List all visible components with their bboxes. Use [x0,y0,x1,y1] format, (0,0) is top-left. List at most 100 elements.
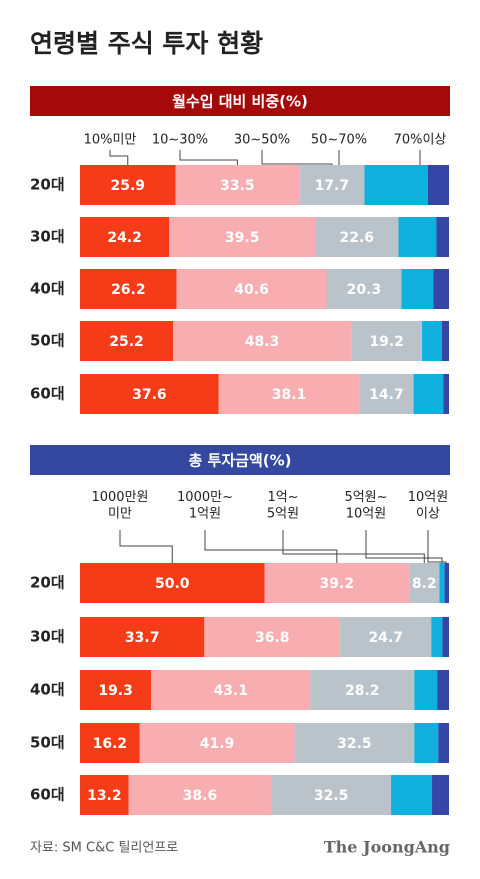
value-label: 37.6 [132,387,167,403]
legend-label: 1억~ 5억원 [267,490,299,521]
bar-segment [340,617,432,657]
bar-segment [80,723,140,763]
bar-segment [80,617,205,657]
bar-segment [427,165,449,205]
value-label: 24.2 [107,230,142,246]
bar-segment [413,374,444,414]
bar-segment [80,563,265,603]
bar-segment [436,217,449,257]
legend-leader [204,530,338,563]
bar-segment [401,269,434,309]
value-label: 19.2 [369,334,404,350]
bar-segment [218,374,360,414]
bar-segment [294,723,415,763]
value-label: 20.3 [347,282,382,298]
legend-leader [427,530,447,563]
legend-label: 1000만~ 1억원 [177,490,233,521]
legend-leader [261,150,333,165]
category-label: 40대 [30,681,65,699]
bar-segment [433,269,449,309]
source: 자료: SM C&C 틸리언프로 [30,841,178,856]
legend-leader [119,530,173,563]
bar-segment [326,269,402,309]
legend-label: 10억원 이상 [408,490,448,521]
bar-segment [409,563,440,603]
bar-segment [80,269,177,309]
legend-label: 5억원~ 10억원 [344,490,387,521]
value-label: 39.2 [320,576,355,592]
category-label: 40대 [30,280,65,298]
value-label: 14.7 [369,387,404,403]
value-label: 39.5 [225,230,260,246]
value-label: 24.7 [368,630,403,646]
value-label: 33.7 [125,630,160,646]
bar-segment [299,165,365,205]
bar-segment [80,165,176,205]
bar-segment [80,775,129,815]
bar-segment [441,321,449,361]
category-label: 20대 [30,574,65,592]
value-label: 32.5 [314,788,349,804]
value-label: 38.6 [183,788,218,804]
bar-segment [437,670,449,710]
bar-segment [414,723,439,763]
value-label: 32.5 [337,736,372,752]
bar-segment [438,723,449,763]
bar-segment [391,775,433,815]
bar-segment [443,374,449,414]
bar-segment [175,165,300,205]
bar-segment [364,165,428,205]
value-label: 33.5 [220,178,255,194]
legend-label: 70%이상 [394,133,447,148]
legend-leader [179,150,238,165]
value-label: 40.6 [234,282,269,298]
value-label: 36.8 [255,630,290,646]
category-label: 20대 [30,176,65,194]
category-label: 50대 [30,332,65,350]
legend-label: 1000만원 미만 [91,490,148,521]
bar-segment [442,617,449,657]
bar-segment [264,563,410,603]
bar-segment [128,775,272,815]
bar-segment [176,269,327,309]
value-label: 41.9 [200,736,235,752]
legend-label: 10~30% [152,133,208,148]
bar-segment [80,374,219,414]
bar-segment [80,217,170,257]
bar-segment [271,775,392,815]
bar-segment [172,321,352,361]
brand: The JoongAng [324,838,450,857]
value-label: 19.3 [98,683,133,699]
legend-leader [365,530,443,563]
bar-segment [139,723,295,763]
bar-segment [80,321,173,361]
bar-segment [432,775,449,815]
category-label: 50대 [30,734,65,752]
bar-segment [422,321,442,361]
bar-segment [398,217,437,257]
bar-segment [439,563,445,603]
bar-segment [351,321,423,361]
bar-segment [310,670,415,710]
bar-segment [444,563,449,603]
value-label: 25.2 [109,334,144,350]
bar-segment [151,670,311,710]
bar-segment [414,670,438,710]
value-label: 50.0 [155,576,190,592]
value-label: 38.1 [272,387,307,403]
legend-label: 50~70% [311,133,367,148]
value-label: 48.3 [245,334,280,350]
category-label: 30대 [30,228,65,246]
value-label: 43.1 [213,683,248,699]
section-title: 총 투자금액(%) [189,452,292,470]
value-label: 8.2 [412,576,437,592]
value-label: 22.6 [339,230,374,246]
bar-segment [204,617,341,657]
category-label: 60대 [30,786,65,804]
legend-label: 30~50% [234,133,290,148]
bar-segment [315,217,399,257]
bar-segment [169,217,316,257]
value-label: 13.2 [87,788,122,804]
